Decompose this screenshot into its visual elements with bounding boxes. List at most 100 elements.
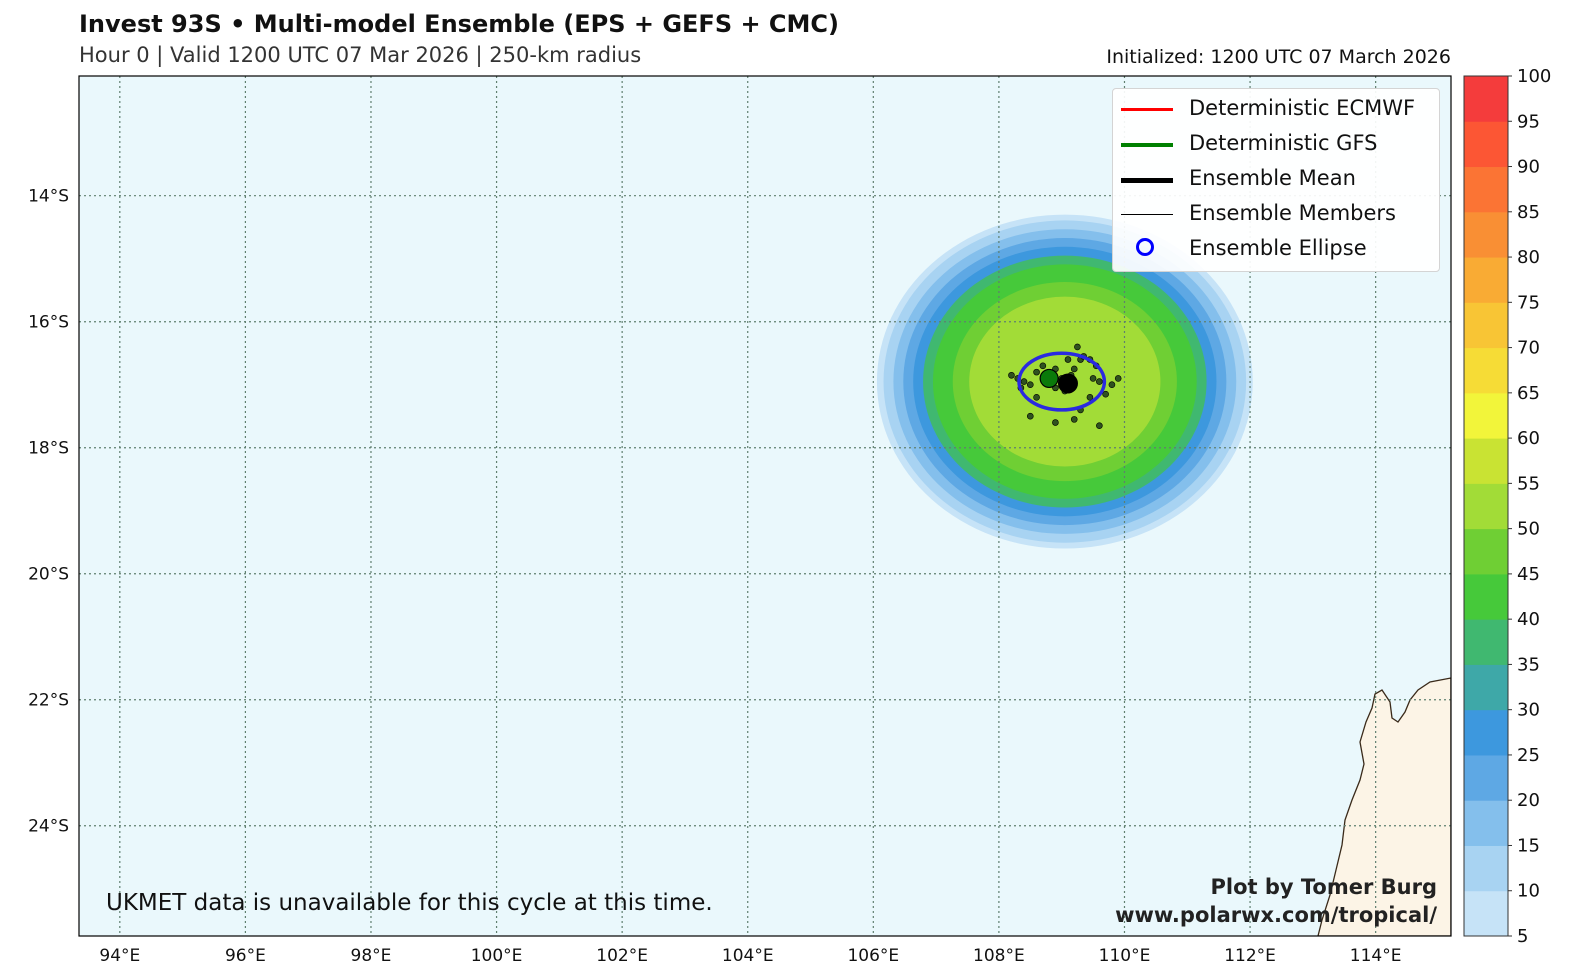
lat-tick-label: 22°S (28, 691, 69, 711)
ensemble-member-point (1064, 356, 1072, 363)
ensemble-member-point (1026, 412, 1034, 420)
lat-tick-labels: 14°S 16°S 18°S 20°S 22°S 24°S (28, 187, 69, 837)
lon-tick-label: 112°E (1224, 946, 1276, 966)
colorbar-label: 15 (1517, 835, 1540, 856)
ensemble-member-point (1008, 371, 1015, 379)
gridlines (79, 76, 1451, 936)
ensemble-member-point (1070, 416, 1078, 423)
legend-item-gfs: Deterministic GFS (1113, 128, 1439, 160)
colorbar-label: 65 (1517, 383, 1540, 404)
lon-tick-label: 104°E (722, 946, 774, 966)
ensemble-ellipse (1017, 351, 1107, 412)
lon-tick-labels: 94°E 96°E 98°E 100°E 102°E 104°E 106°E 108°E 110… (99, 946, 1401, 966)
storm-markers (1008, 343, 1122, 429)
colorbar-label: 95 (1517, 111, 1540, 132)
initialized-label: Initialized: 1200 UTC 07 March 2026 (1106, 46, 1451, 68)
ensemble-member-point (1102, 390, 1109, 398)
lon-tick-label: 108°E (973, 946, 1025, 966)
ensemble-mean-marker (1057, 373, 1078, 394)
colorbar-label: 40 (1517, 609, 1540, 630)
colorbar-label: 45 (1517, 564, 1540, 585)
colorbar-label: 5 (1517, 926, 1528, 947)
ensemble-member-point (1052, 419, 1059, 426)
colorbar-swatch (1464, 573, 1508, 620)
ensemble-member-point (1026, 381, 1034, 389)
ensemble-member-point (1070, 365, 1078, 373)
colorbar-swatch (1464, 890, 1508, 937)
ensemble-member-point (1108, 381, 1116, 389)
colorbar-frame (1463, 75, 1509, 937)
legend-label: Ensemble Mean (1189, 166, 1356, 190)
australia-landmass (1317, 677, 1451, 936)
colorbar-swatch (1464, 392, 1508, 439)
colorbar-swatch (1464, 709, 1508, 756)
colorbar-swatch (1464, 347, 1508, 394)
lon-tick-label: 98°E (351, 946, 392, 966)
ensemble-member-point (1114, 375, 1122, 382)
lat-tick-label: 18°S (28, 439, 69, 459)
colorbar-swatch (1464, 438, 1508, 484)
chart-title: Invest 93S • Multi-model Ensemble (EPS +… (79, 10, 839, 38)
colorbar-swatch (1464, 845, 1508, 892)
colorbar-swatch (1464, 76, 1508, 122)
colorbar-label: 80 (1517, 247, 1540, 268)
chart-subtitle: Hour 0 | Valid 1200 UTC 07 Mar 2026 | 25… (79, 43, 642, 67)
legend-label: Deterministic GFS (1189, 131, 1378, 155)
colorbar-label: 10 (1517, 881, 1540, 902)
ensemble-members-line-icon (1121, 214, 1173, 215)
lat-tick-label: 14°S (28, 187, 69, 207)
colorbar-swatch (1464, 302, 1508, 349)
legend-item-ensemble-members: Ensemble Members (1113, 198, 1439, 230)
map-content (79, 76, 1451, 936)
colorbar-label: 35 (1517, 654, 1540, 675)
ensemble-member-point (1089, 375, 1097, 382)
legend-label: Ensemble Ellipse (1189, 236, 1367, 260)
lon-tick-label: 94°E (99, 946, 140, 966)
legend-item-ensemble-mean: Ensemble Mean (1113, 163, 1439, 195)
legend-item-ecmwf: Deterministic ECMWF (1113, 93, 1439, 125)
lon-tick-label: 100°E (471, 946, 523, 966)
lon-tick-label: 114°E (1350, 946, 1402, 966)
lat-tick-label: 24°S (28, 817, 69, 837)
colorbar-label: 85 (1517, 202, 1540, 223)
colorbar-swatch (1464, 257, 1508, 303)
ensemble-member-point (1033, 394, 1040, 401)
colorbar-label: 20 (1517, 790, 1540, 811)
colorbar-swatch (1464, 121, 1508, 168)
colorbar: 5 10 15 20 25 30 35 40 45 50 55 60 65 70 75 80 85 90 95 100 (1463, 66, 1551, 947)
lon-tick-label: 110°E (1099, 946, 1151, 966)
ukmet-note: UKMET data is unavailable for this cycle… (106, 890, 713, 916)
colorbar-swatch (1464, 754, 1508, 801)
colorbar-label: 75 (1517, 292, 1540, 313)
colorbar-swatch (1464, 800, 1508, 846)
colorbar-label: 25 (1517, 745, 1540, 766)
ensemble-member-point (1096, 422, 1103, 429)
credit-block: Plot by Tomer Burg www.polarwx.com/tropi… (1115, 873, 1437, 929)
legend: Deterministic ECMWF Deterministic GFS En… (1112, 88, 1440, 272)
ensemble-member-point (1033, 368, 1040, 376)
colorbar-swatch (1464, 619, 1508, 665)
map-frame (78, 75, 1452, 937)
colorbar-label: 90 (1517, 157, 1540, 178)
ensemble-member-point (1074, 343, 1081, 351)
gfs-line-icon (1121, 143, 1173, 147)
colorbar-label: 55 (1517, 473, 1540, 494)
ellipse-circle-icon (1136, 238, 1154, 256)
colorbar-label: 60 (1517, 428, 1540, 449)
lon-tick-label: 96°E (225, 946, 266, 966)
ensemble-mean-line-icon (1121, 178, 1173, 183)
ensemble-member-point (1020, 378, 1028, 385)
legend-label: Deterministic ECMWF (1189, 96, 1416, 120)
ecmwf-line-icon (1121, 108, 1173, 111)
ensemble-member-point (1086, 394, 1094, 401)
colorbar-label: 50 (1517, 519, 1540, 540)
colorbar-swatch (1464, 528, 1508, 575)
gfs-position-marker (1039, 368, 1059, 389)
ensemble-member-point (1096, 378, 1103, 385)
colorbar-label: 30 (1517, 700, 1540, 721)
credit-author: Plot by Tomer Burg (1210, 875, 1438, 899)
colorbar-label: 100 (1517, 66, 1551, 87)
lat-tick-label: 16°S (28, 313, 69, 333)
colorbar-swatch (1464, 166, 1508, 213)
ensemble-member-point (1039, 362, 1047, 370)
